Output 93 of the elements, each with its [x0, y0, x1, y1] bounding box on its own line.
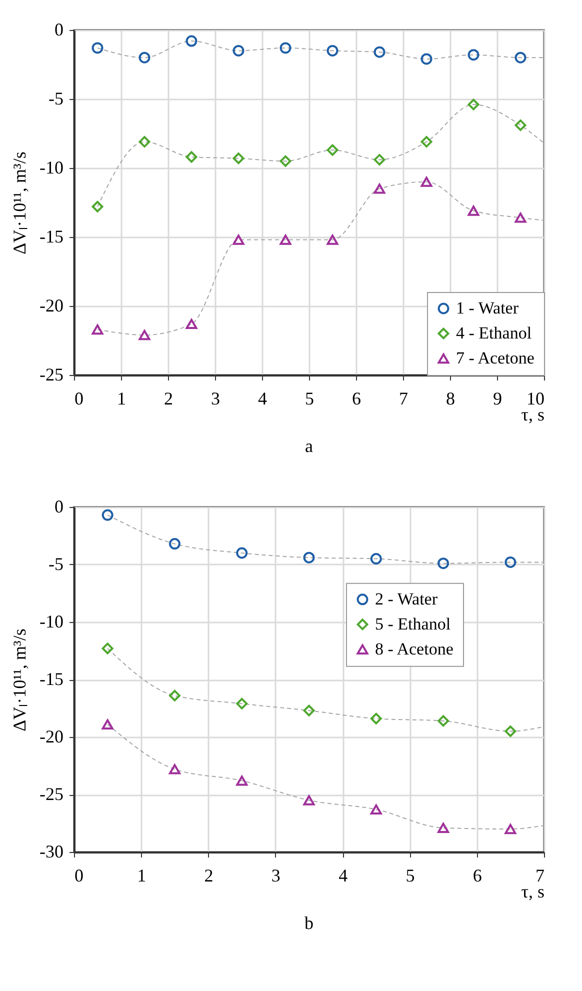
point [232, 44, 244, 56]
point [374, 184, 386, 194]
point [468, 206, 480, 216]
x-tick-label: 9 [493, 388, 502, 408]
point [303, 552, 315, 564]
point [370, 804, 382, 815]
text: a [305, 436, 313, 456]
y-tick-label: -10 [40, 158, 64, 178]
point [102, 642, 114, 654]
point [504, 556, 516, 568]
y-tick-label: -15 [40, 669, 64, 689]
point [438, 822, 450, 833]
point [420, 53, 432, 65]
point [280, 42, 292, 54]
point [370, 553, 382, 564]
point [420, 136, 432, 148]
point [468, 98, 480, 110]
point [168, 538, 180, 550]
point [102, 509, 114, 521]
point [280, 234, 292, 245]
point [186, 318, 198, 330]
point [504, 824, 516, 834]
x-tick-label: 6 [352, 388, 361, 408]
legend-label: 2 - Water [375, 589, 438, 608]
y-tick-label: -5 [48, 554, 64, 574]
point [138, 52, 150, 64]
x-tick-label: 2 [164, 388, 173, 408]
y-tick-label: -30 [40, 842, 64, 862]
y-tick-label: -20 [40, 296, 64, 316]
point [303, 704, 315, 716]
y-tick-label: -25 [40, 784, 64, 804]
legend-label: 7 - Acetone [456, 348, 534, 368]
y-tick-label: -20 [40, 726, 64, 746]
legend-label: 1 - Water [456, 298, 519, 318]
x-tick-label: 4 [258, 388, 267, 408]
text: b [304, 913, 314, 933]
point [438, 558, 450, 570]
point [92, 42, 104, 54]
x-tick-label: 0 [74, 388, 84, 408]
point [326, 234, 338, 245]
point [138, 330, 150, 340]
legend-label: 4 - Ethanol [456, 324, 532, 342]
x-tick-label: 5 [406, 866, 415, 886]
x-tick-label: 6 [472, 866, 482, 886]
y-tick-label: 0 [54, 496, 64, 516]
point [326, 144, 338, 156]
x-tick-label: 3 [211, 388, 220, 408]
point [420, 176, 432, 187]
y-tick-label: -10 [40, 612, 64, 632]
y-tick-label: 0 [54, 20, 64, 40]
y-tick-label: -15 [40, 226, 64, 246]
point [374, 46, 386, 58]
y-tick-label: -5 [48, 88, 64, 108]
x-tick-label: 4 [338, 866, 348, 886]
legend-label: 5 - Ethanol [375, 614, 451, 634]
point [514, 212, 526, 223]
point [168, 690, 180, 702]
point [438, 715, 450, 727]
x-tick-label: 8 [446, 388, 455, 408]
x-tick-label: 0 [74, 866, 84, 886]
x-tick-label: 1 [137, 866, 146, 886]
y-axis-title: ΔVₗ·10¹¹, m³/s [10, 628, 30, 732]
point [232, 152, 244, 164]
point [514, 52, 526, 64]
point [102, 719, 114, 730]
y-axis-title: ΔVₗ·10¹¹, m³/s [10, 152, 30, 254]
x-tick-label: 1 [117, 388, 126, 408]
point [303, 795, 315, 806]
point [236, 776, 248, 786]
point [504, 726, 516, 737]
point [468, 49, 480, 61]
point [326, 44, 338, 56]
x-tick-label: 7 [399, 388, 408, 408]
y-tick-label: -25 [40, 364, 64, 384]
x-tick-label: 5 [305, 388, 314, 408]
legend-label: 8 - Acetone [375, 639, 454, 658]
point [92, 200, 104, 212]
point [370, 712, 382, 724]
x-tick-label: 2 [204, 866, 214, 886]
point [280, 155, 292, 167]
point [374, 154, 386, 166]
point [514, 119, 526, 131]
point [186, 151, 198, 163]
point [168, 764, 180, 774]
x-tick-label: 3 [271, 866, 280, 886]
line-series [97, 40, 544, 60]
point [138, 136, 150, 148]
line-series [107, 514, 544, 564]
point [92, 324, 104, 335]
point [236, 547, 248, 559]
point [236, 698, 248, 710]
point [232, 234, 244, 245]
point [186, 35, 198, 47]
